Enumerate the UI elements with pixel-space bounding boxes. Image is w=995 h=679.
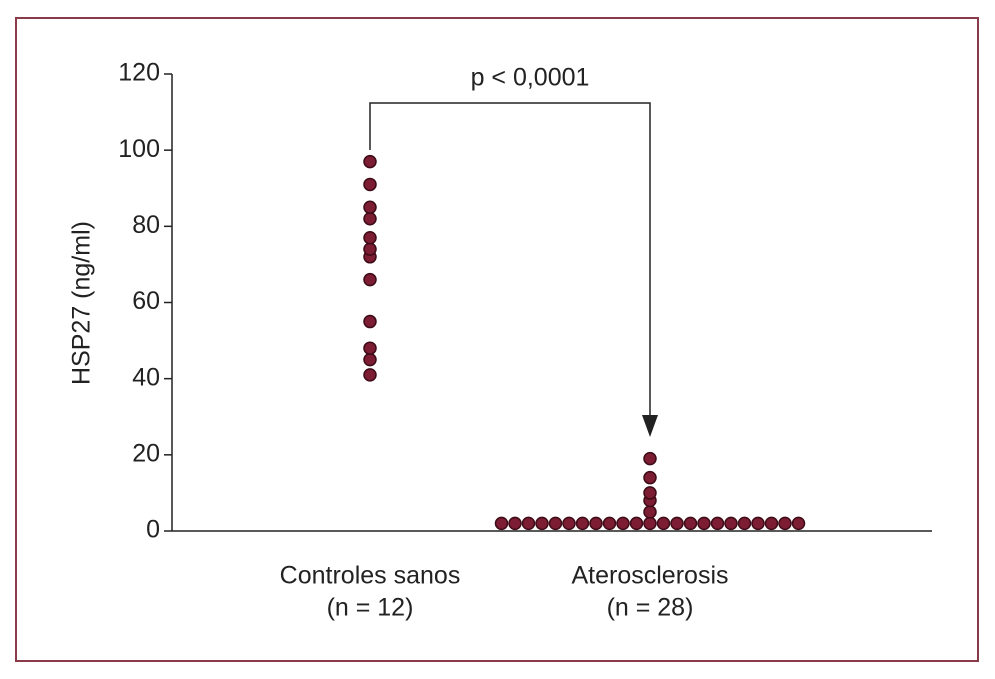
dot: [508, 516, 522, 531]
dot: [643, 451, 657, 466]
annotation: p < 0,0001: [471, 64, 590, 92]
dot: [724, 516, 738, 531]
dot: [521, 516, 536, 531]
dot: [363, 352, 377, 367]
frame: [15, 17, 979, 662]
dot: [363, 154, 377, 169]
dot: [575, 516, 590, 531]
dot: [363, 272, 377, 287]
y-tick-label: 100: [118, 135, 160, 163]
dot: [710, 516, 725, 531]
dot: [363, 231, 377, 245]
y-tick-label: 20: [132, 439, 160, 467]
dot: [737, 516, 752, 531]
dot: [363, 341, 377, 355]
dot: [643, 470, 657, 485]
dot: [643, 516, 657, 531]
dot: [535, 516, 549, 531]
dot: [616, 516, 630, 531]
y-tick-label: 0: [146, 516, 160, 544]
y-tick-label: 120: [118, 59, 160, 87]
x-tick-sublabel: (n = 12): [327, 594, 414, 622]
y-tick-label: 60: [132, 287, 160, 315]
x-tick-label: Controles sanos: [280, 562, 461, 590]
dot: [683, 516, 698, 531]
dot: [363, 200, 377, 215]
y-axis-title: HSP27 (ng/ml): [68, 221, 96, 385]
dot: [643, 505, 657, 519]
dot: [791, 516, 806, 531]
y-tick-label: 40: [132, 363, 160, 391]
x-tick-sublabel: (n = 28): [607, 594, 694, 622]
dot: [494, 516, 509, 531]
dot: [643, 486, 657, 500]
dot: [764, 516, 779, 531]
arrow-head: [642, 415, 658, 437]
dot: [363, 368, 377, 382]
dot: [751, 516, 765, 531]
dot: [589, 516, 603, 531]
x-tick-label: Aterosclerosis: [572, 562, 729, 590]
dot: [363, 314, 377, 329]
dot: [629, 516, 644, 531]
dot: [363, 242, 377, 256]
dot: [778, 516, 792, 531]
dot: [562, 516, 576, 531]
dot: [548, 516, 563, 531]
y-tick-label: 80: [132, 211, 160, 239]
dot: [656, 516, 671, 531]
dot: [670, 516, 684, 531]
dot: [363, 211, 377, 226]
dot: [697, 516, 711, 531]
bracket: [369, 102, 651, 420]
dot: [363, 177, 377, 192]
dot: [602, 516, 617, 531]
